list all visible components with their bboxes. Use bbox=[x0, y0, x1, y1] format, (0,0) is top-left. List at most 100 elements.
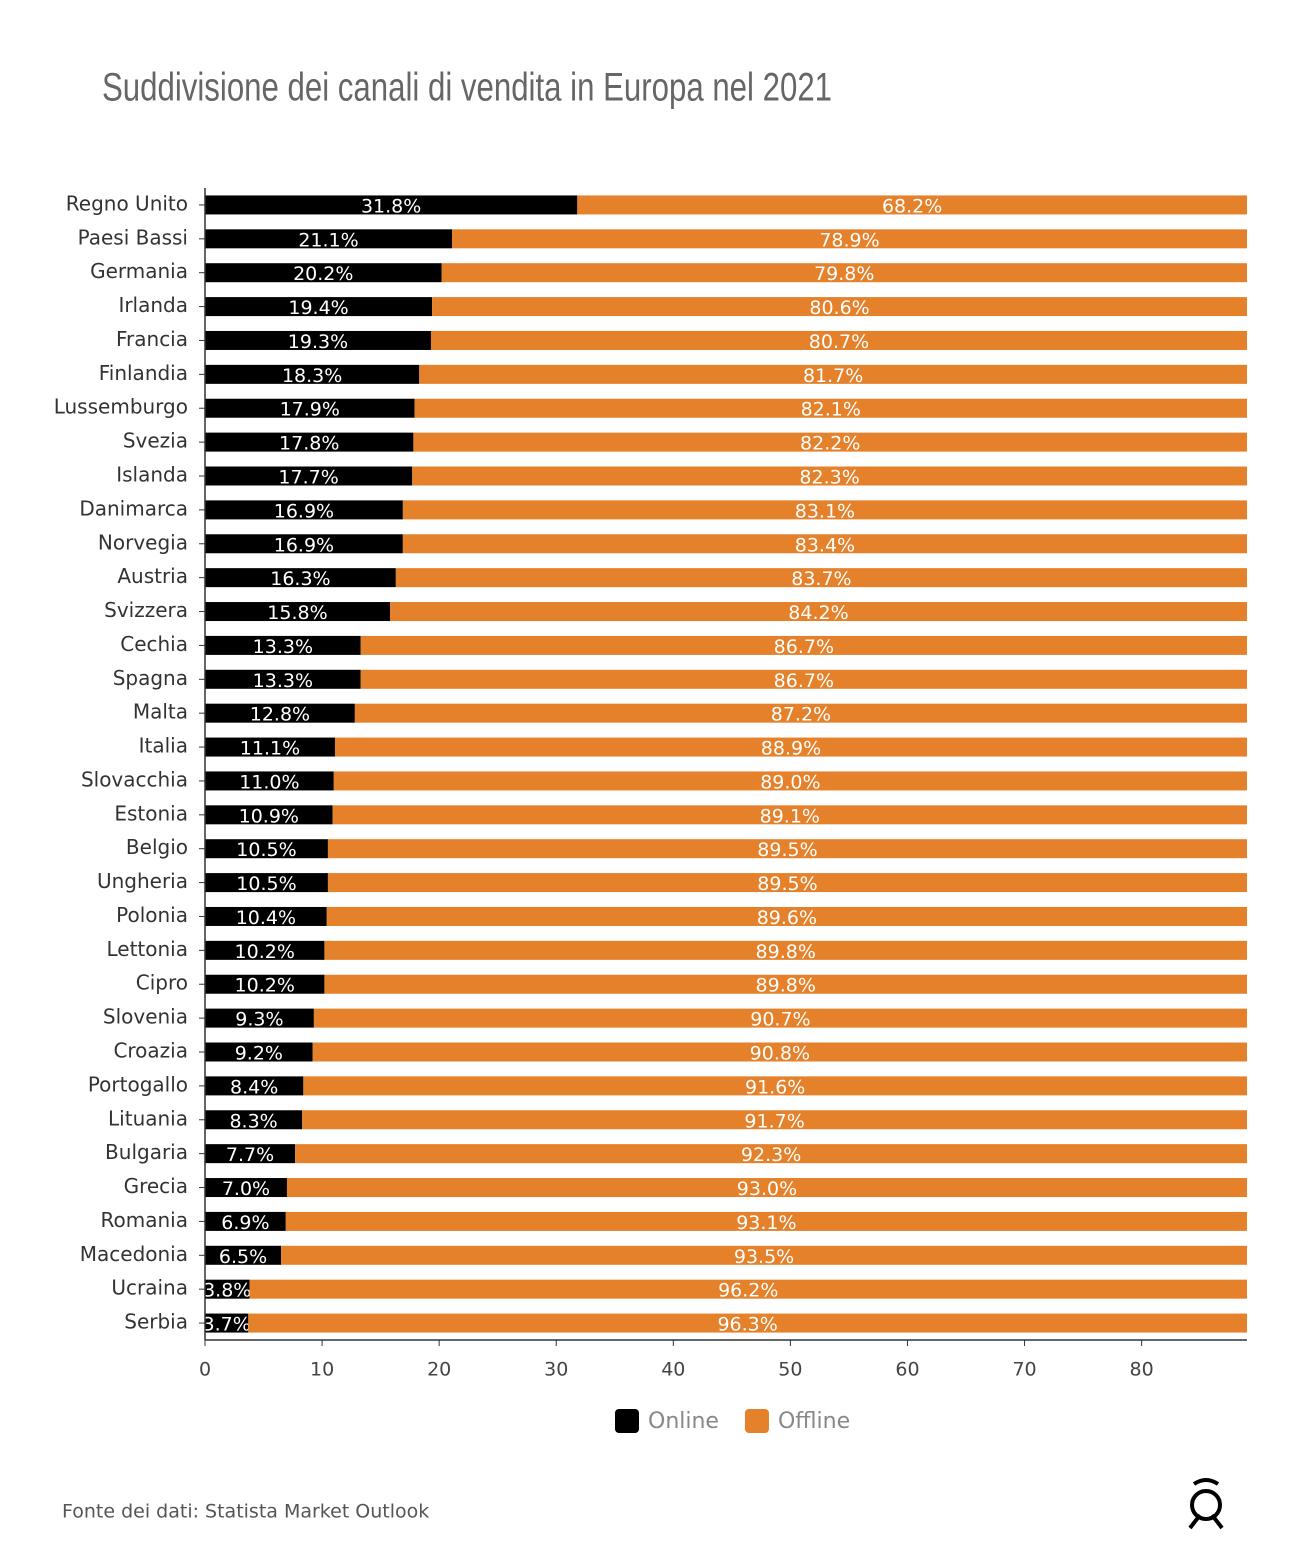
x-tick-label: 60 bbox=[895, 1359, 919, 1381]
value-label: 8.4% bbox=[230, 1076, 278, 1098]
logo bbox=[1188, 1478, 1224, 1530]
value-label: 83.7% bbox=[791, 568, 851, 590]
value-label: 9.3% bbox=[235, 1009, 283, 1031]
y-tick-label: Paesi Bassi bbox=[78, 225, 188, 249]
bar-segment bbox=[312, 1042, 1247, 1062]
value-label: 16.9% bbox=[274, 500, 334, 522]
bar-segment bbox=[205, 974, 325, 994]
value-label: 83.1% bbox=[795, 500, 855, 522]
y-tick-label: Belgio bbox=[126, 835, 188, 859]
bar-segment bbox=[452, 229, 1247, 249]
value-label: 10.2% bbox=[235, 941, 295, 963]
value-label: 31.8% bbox=[361, 195, 421, 217]
value-label: 92.3% bbox=[741, 1144, 801, 1166]
bar-segment bbox=[205, 330, 431, 350]
y-tick-label: Estonia bbox=[114, 801, 188, 825]
bar-segment bbox=[205, 1144, 296, 1164]
y-tick-label: Malta bbox=[133, 700, 188, 724]
value-label: 90.8% bbox=[750, 1043, 810, 1065]
y-tick-label: Lussemburgo bbox=[54, 395, 188, 419]
y-tick-label: Grecia bbox=[124, 1174, 188, 1198]
x-tick-label: 20 bbox=[427, 1359, 451, 1381]
y-tick-label: Germania bbox=[90, 259, 188, 283]
value-label: 91.6% bbox=[745, 1076, 805, 1098]
bar-segment bbox=[205, 771, 334, 791]
bar-segment bbox=[205, 534, 403, 554]
value-label: 79.8% bbox=[814, 263, 874, 285]
value-label: 82.2% bbox=[800, 433, 860, 455]
y-tick-label: Danimarca bbox=[79, 496, 188, 520]
bar-segment bbox=[441, 263, 1247, 283]
bar-segment bbox=[333, 771, 1247, 791]
bar-segment bbox=[313, 1008, 1247, 1028]
value-label: 96.3% bbox=[717, 1314, 777, 1336]
value-label: 89.1% bbox=[760, 805, 820, 827]
value-label: 13.3% bbox=[253, 636, 313, 658]
value-label: 89.8% bbox=[756, 975, 816, 997]
bar-segment bbox=[303, 1076, 1247, 1096]
bar-segment bbox=[205, 940, 325, 960]
bar-segment bbox=[327, 873, 1247, 893]
y-tick-label: Cechia bbox=[120, 632, 188, 656]
value-label: 10.5% bbox=[236, 873, 296, 895]
bar-segment bbox=[205, 805, 333, 825]
value-label: 19.3% bbox=[288, 331, 348, 353]
bar-segment bbox=[205, 1178, 287, 1198]
value-label: 86.7% bbox=[774, 670, 834, 692]
y-tick-label: Svezia bbox=[123, 429, 188, 453]
y-tick-label: Islanda bbox=[116, 463, 188, 487]
bar-segment bbox=[295, 1144, 1247, 1164]
x-tick-label: 0 bbox=[199, 1359, 211, 1381]
value-label: 86.7% bbox=[774, 636, 834, 658]
bar-segment bbox=[334, 737, 1247, 757]
y-tick-label: Italia bbox=[139, 734, 188, 758]
bar-segment bbox=[432, 297, 1247, 317]
legend-swatch bbox=[744, 1409, 769, 1433]
bar-segment bbox=[205, 500, 403, 520]
value-label: 10.5% bbox=[236, 839, 296, 861]
value-label: 68.2% bbox=[882, 195, 942, 217]
bar-segment bbox=[286, 1178, 1247, 1198]
value-label: 78.9% bbox=[819, 229, 879, 251]
bar-segment bbox=[412, 466, 1247, 486]
value-label: 11.1% bbox=[240, 738, 300, 760]
bar-segment bbox=[402, 534, 1247, 554]
bar-segment bbox=[205, 432, 414, 452]
value-label: 89.5% bbox=[757, 839, 817, 861]
bar-segment bbox=[324, 940, 1247, 960]
value-label: 81.7% bbox=[803, 365, 863, 387]
bar-segment bbox=[205, 602, 390, 622]
value-label: 16.3% bbox=[270, 568, 330, 590]
bar-segment bbox=[414, 398, 1247, 418]
value-label: 80.7% bbox=[809, 331, 869, 353]
value-label: 93.1% bbox=[736, 1212, 796, 1234]
bar-segment bbox=[205, 1245, 282, 1265]
value-label: 9.2% bbox=[235, 1043, 283, 1065]
bar-segment bbox=[332, 805, 1247, 825]
bar-segment bbox=[413, 432, 1247, 452]
bar-segment bbox=[326, 906, 1247, 926]
value-label: 17.8% bbox=[279, 433, 339, 455]
value-label: 84.2% bbox=[788, 602, 848, 624]
value-label: 3.8% bbox=[203, 1280, 251, 1302]
x-tick-label: 80 bbox=[1130, 1359, 1154, 1381]
y-tick-label: Croazia bbox=[113, 1039, 188, 1063]
bar-segment bbox=[205, 1076, 304, 1096]
y-tick-label: Finlandia bbox=[99, 361, 188, 385]
bar-segment bbox=[205, 229, 453, 249]
bar-segment bbox=[205, 703, 355, 723]
bar-segment bbox=[205, 1279, 250, 1299]
y-tick-label: Francia bbox=[116, 327, 188, 351]
bar-segment bbox=[205, 873, 328, 893]
value-label: 89.5% bbox=[757, 873, 817, 895]
y-tick-label: Irlanda bbox=[118, 293, 188, 317]
bar-segment bbox=[205, 195, 578, 215]
x-tick-label: 50 bbox=[778, 1359, 802, 1381]
bar-segment bbox=[389, 602, 1247, 622]
source: Fonte dei dati: Statista Market Outlook bbox=[62, 1501, 429, 1523]
y-tick-label: Slovenia bbox=[103, 1005, 188, 1029]
y-tick-label: Portogallo bbox=[88, 1072, 188, 1096]
y-tick-label: Slovacchia bbox=[81, 767, 188, 791]
value-label: 83.4% bbox=[795, 534, 855, 556]
